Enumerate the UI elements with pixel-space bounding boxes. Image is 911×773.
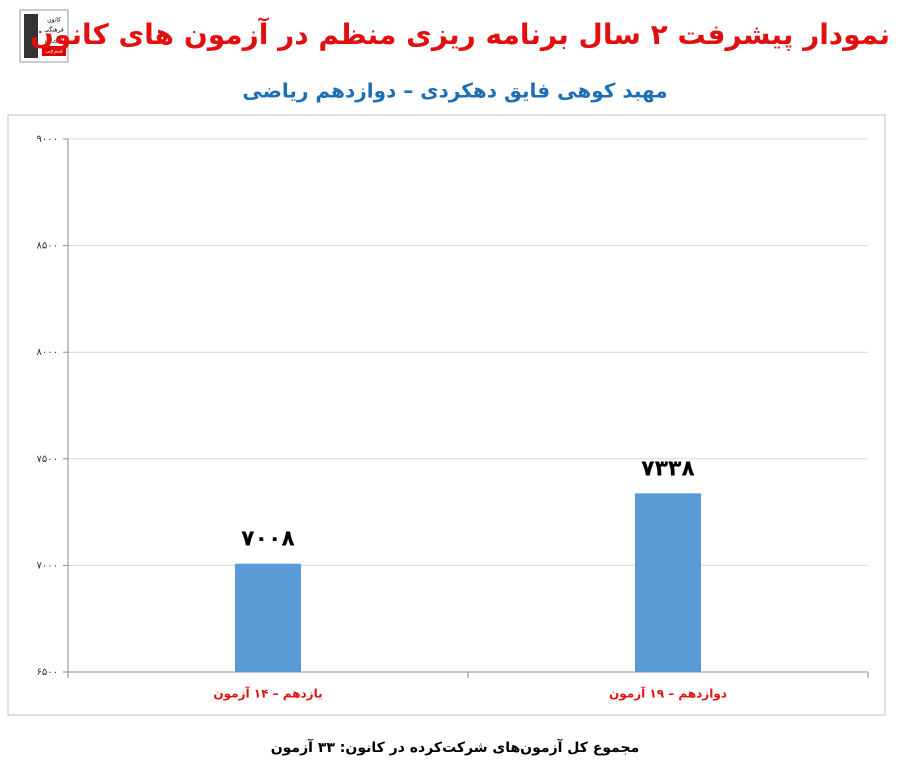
- logo-badge: [42, 46, 66, 56]
- chart-frame: [7, 114, 886, 716]
- logo: کانون فرهنگی آموزش قلم‌چی: [19, 9, 69, 63]
- y-tick-label: ۶۵۰۰: [37, 667, 58, 678]
- value-label: ۷۳۳۸: [641, 456, 695, 481]
- bar: [235, 563, 301, 672]
- y-tick-label: ۷۵۰۰: [37, 454, 58, 465]
- chart-subtitle: مهبد کوهی فایق دهکردی – دوازدهم ریاضی: [242, 79, 667, 103]
- logo-text: فرهنگی: [44, 26, 64, 34]
- y-tick-label: ۷۰۰۰: [37, 560, 58, 571]
- x-tick-label: یازدهم – ۱۴ آزمون: [213, 686, 322, 702]
- logo-figure: [24, 14, 38, 58]
- chart-title: نمودار پیشرفت ۲ سال برنامه ریزی منظم در …: [30, 17, 890, 51]
- y-tick-label: ۸۰۰۰: [37, 347, 58, 358]
- logo-text: قلم‌چی: [45, 48, 63, 55]
- footnote: مجموع کل آزمون‌های شرکت‌کرده در کانون: ۳…: [271, 738, 640, 756]
- value-label: ۷۰۰۸: [241, 527, 295, 552]
- logo-text: آموزش: [45, 35, 64, 44]
- y-tick-label: ۸۵۰۰: [37, 241, 58, 252]
- y-tick-label: ۹۰۰۰: [37, 134, 58, 145]
- bar: [635, 493, 701, 672]
- x-tick-label: دوازدهم – ۱۹ آزمون: [609, 686, 727, 702]
- logo-text: کانون: [47, 17, 61, 24]
